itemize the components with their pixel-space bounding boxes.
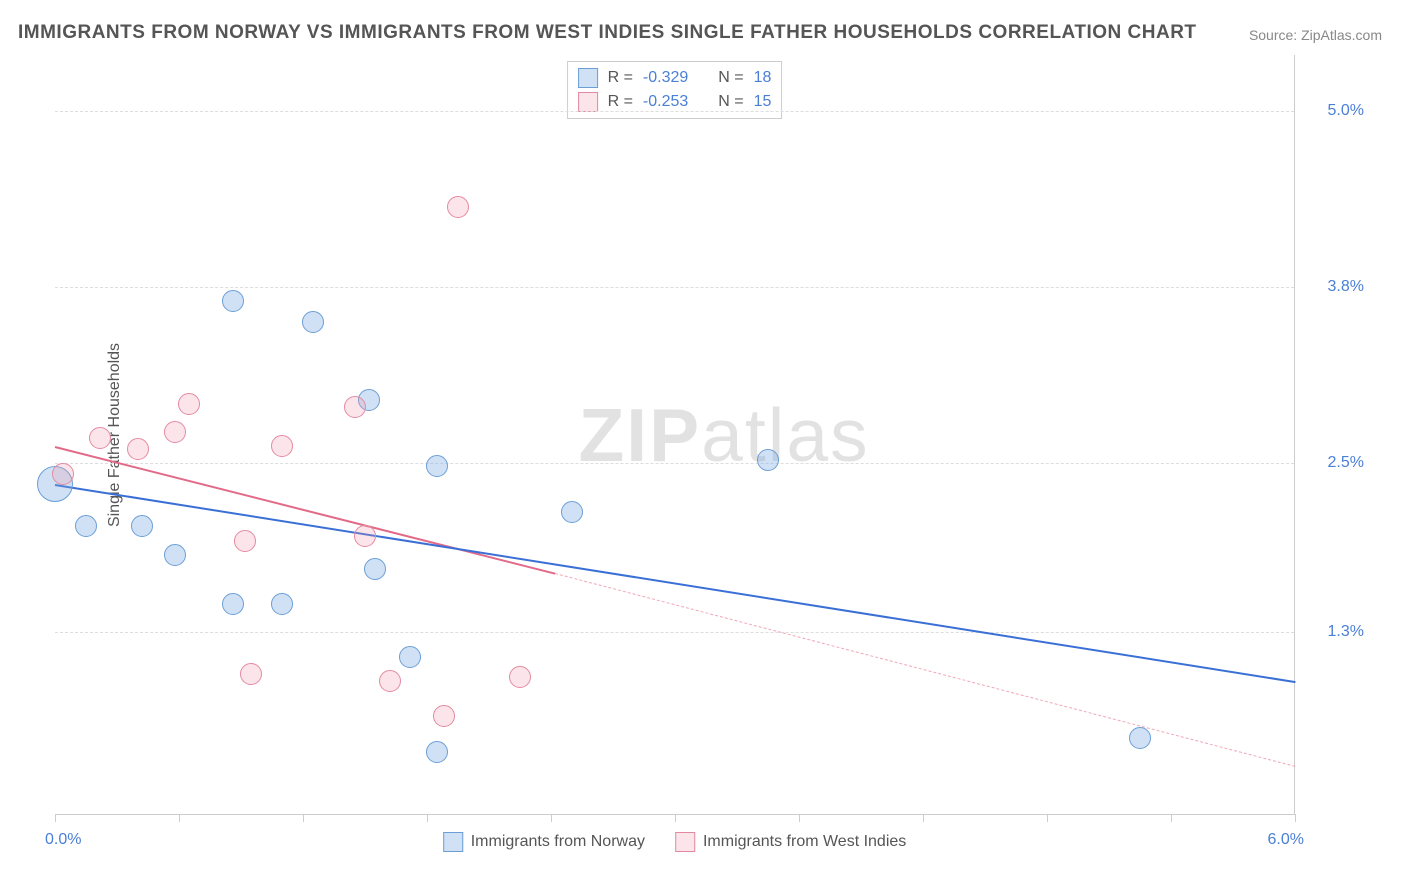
data-point [164,544,186,566]
regression-line [55,484,1295,683]
gridline [55,287,1294,288]
data-point [164,421,186,443]
data-point [561,501,583,523]
y-tick-label: 2.5% [1304,454,1364,472]
watermark: ZIPatlas [578,392,869,478]
data-point [234,530,256,552]
source-label: Source: ZipAtlas.com [1249,27,1382,43]
x-tick [303,814,304,822]
regression-line [55,446,556,575]
data-point [127,438,149,460]
data-point [178,393,200,415]
x-tick [55,814,56,822]
x-tick [179,814,180,822]
x-tick [1171,814,1172,822]
n-value-norway: 18 [754,69,772,87]
data-point [302,311,324,333]
data-point [131,515,153,537]
data-point [344,396,366,418]
data-point [222,593,244,615]
x-tick [551,814,552,822]
legend-label-westindies: Immigrants from West Indies [703,833,906,851]
gridline [55,111,1294,112]
legend-label-norway: Immigrants from Norway [471,833,645,851]
chart-title: IMMIGRANTS FROM NORWAY VS IMMIGRANTS FRO… [18,22,1197,44]
data-point [426,455,448,477]
swatch-pink-icon [578,92,598,112]
data-point [447,196,469,218]
data-point [222,290,244,312]
x-tick [923,814,924,822]
data-point [271,435,293,457]
x-tick [799,814,800,822]
data-point [426,741,448,763]
legend-item-norway: Immigrants from Norway [443,832,645,852]
x-tick [1295,814,1296,822]
swatch-blue-icon [443,832,463,852]
r-label: R = [608,93,633,111]
swatch-blue-icon [578,68,598,88]
data-point [379,670,401,692]
data-point [509,666,531,688]
gridline [55,463,1294,464]
y-tick-label: 1.3% [1304,623,1364,641]
data-point [240,663,262,685]
r-value-norway: -0.329 [643,69,688,87]
n-value-westindies: 15 [754,93,772,111]
x-axis-max-label: 6.0% [1268,831,1304,849]
data-point [354,525,376,547]
legend-row-norway: R = -0.329 N = 18 [578,66,772,90]
y-tick-label: 5.0% [1304,102,1364,120]
data-point [52,463,74,485]
data-point [399,646,421,668]
data-point [757,449,779,471]
chart-plot-area: Single Father Households ZIPatlas R = -0… [55,55,1295,815]
gridline [55,632,1294,633]
data-point [89,427,111,449]
n-label: N = [718,69,743,87]
series-legend: Immigrants from Norway Immigrants from W… [443,832,907,852]
data-point [433,705,455,727]
legend-item-westindies: Immigrants from West Indies [675,832,906,852]
x-tick [1047,814,1048,822]
x-tick [675,814,676,822]
r-label: R = [608,69,633,87]
data-point [1129,727,1151,749]
r-value-westindies: -0.253 [643,93,688,111]
y-tick-label: 3.8% [1304,278,1364,296]
x-tick [427,814,428,822]
data-point [271,593,293,615]
data-point [364,558,386,580]
data-point [75,515,97,537]
regression-line [555,573,1295,767]
swatch-pink-icon [675,832,695,852]
n-label: N = [718,93,743,111]
x-axis-min-label: 0.0% [45,831,81,849]
